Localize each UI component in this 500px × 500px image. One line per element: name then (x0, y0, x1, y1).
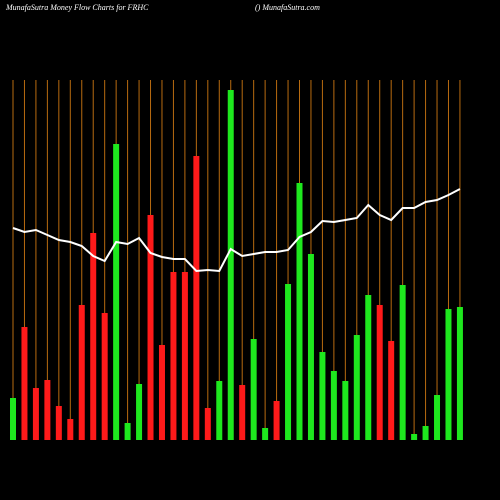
bar (32, 388, 39, 440)
bar (285, 284, 292, 440)
bar (193, 156, 200, 440)
bar (434, 395, 441, 440)
bar (55, 406, 62, 440)
bar (227, 90, 234, 440)
bar (388, 341, 395, 440)
bar (10, 398, 16, 440)
bar (124, 423, 131, 440)
bar (204, 408, 211, 440)
money-flow-line (12, 188, 461, 273)
bar (296, 183, 303, 440)
bar (101, 313, 108, 440)
bar (147, 215, 154, 440)
bar (399, 285, 406, 440)
bar (353, 335, 360, 440)
bar (422, 426, 429, 440)
bar (158, 345, 165, 440)
bar (250, 339, 257, 440)
bar (67, 419, 74, 440)
bar (216, 381, 223, 440)
bar (262, 428, 269, 440)
bar (411, 434, 418, 440)
bar (78, 305, 85, 440)
chart-subtitle: () MunafaSutra.com (255, 3, 320, 12)
bar (113, 144, 120, 440)
bar (365, 295, 372, 440)
bar (21, 327, 28, 440)
bar (456, 307, 463, 440)
bar (376, 305, 383, 440)
bar (90, 233, 97, 440)
bar (273, 401, 280, 440)
bar (170, 272, 177, 440)
bar (307, 254, 314, 440)
bar (136, 384, 143, 440)
bar (44, 380, 51, 440)
bar (445, 309, 452, 440)
bar (330, 371, 337, 440)
bar (319, 352, 326, 440)
bar (342, 381, 349, 440)
bar (181, 272, 188, 440)
chart-title: MunafaSutra Money Flow Charts for FRHC (5, 3, 149, 12)
bar (239, 385, 246, 440)
